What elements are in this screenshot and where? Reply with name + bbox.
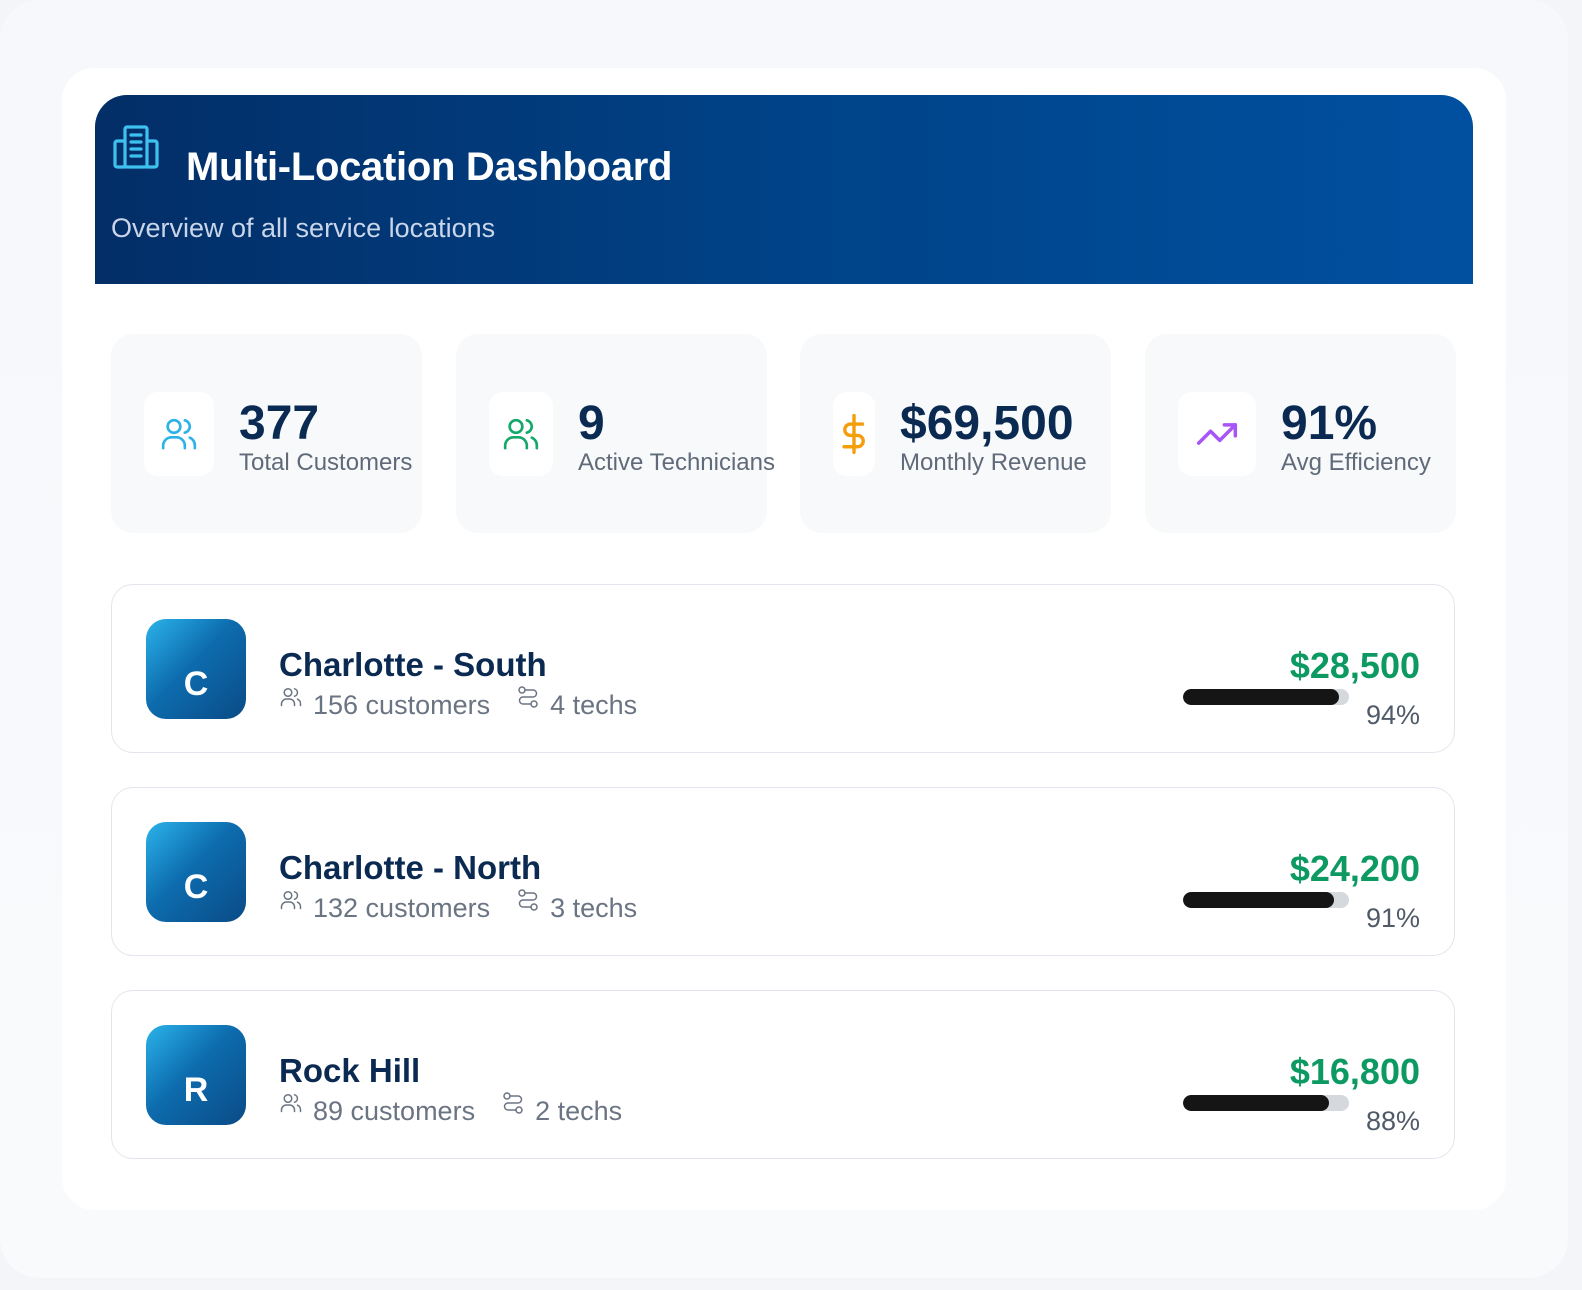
stat-label: Total Customers bbox=[239, 449, 413, 476]
customer-count-text: 89 customers bbox=[313, 1096, 476, 1126]
location-revenue: $24,200 bbox=[1289, 848, 1420, 889]
stat-card-monthly-revenue: $69,500 Monthly Revenue bbox=[800, 334, 1111, 533]
efficiency-percent: 91% bbox=[1365, 903, 1420, 933]
stat-label: Active Technicians bbox=[578, 449, 775, 476]
location-card[interactable]: C Charlotte - North 132 customers 3 tech… bbox=[111, 787, 1455, 956]
customer-count: 89 customers bbox=[279, 1091, 475, 1131]
building-icon bbox=[113, 125, 159, 169]
tech-count: 2 techs bbox=[501, 1091, 622, 1131]
stat-label: Avg Efficiency bbox=[1281, 449, 1431, 476]
users-icon bbox=[503, 418, 539, 450]
users-icon bbox=[161, 418, 197, 450]
page-title: Multi-Location Dashboard bbox=[186, 145, 673, 189]
page-subtitle: Overview of all service locations bbox=[111, 213, 496, 243]
stat-card-total-customers: 377 Total Customers bbox=[111, 334, 422, 533]
stat-value: $69,500 bbox=[900, 397, 1074, 450]
location-revenue: $28,500 bbox=[1289, 645, 1420, 686]
tech-count: 3 techs bbox=[516, 888, 637, 928]
stat-value: 9 bbox=[578, 397, 605, 450]
trending-up-icon bbox=[1196, 423, 1238, 445]
location-avatar: C bbox=[146, 822, 246, 922]
efficiency-bar-fill bbox=[1183, 1095, 1330, 1111]
stat-label: Monthly Revenue bbox=[900, 449, 1087, 476]
dollar-icon bbox=[842, 413, 865, 455]
tech-count-text: 4 techs bbox=[550, 690, 638, 720]
stat-icon-container bbox=[144, 392, 214, 476]
tech-count-text: 2 techs bbox=[535, 1096, 623, 1126]
efficiency-percent: 94% bbox=[1365, 700, 1420, 730]
users-icon bbox=[280, 890, 302, 910]
location-avatar: R bbox=[146, 1025, 246, 1125]
users-icon bbox=[280, 1093, 302, 1113]
stat-icon-container bbox=[489, 392, 553, 476]
stat-card-avg-efficiency: 91% Avg Efficiency bbox=[1145, 334, 1456, 533]
users-icon bbox=[280, 687, 302, 707]
stat-card-active-technicians: 9 Active Technicians bbox=[456, 334, 775, 533]
location-card[interactable]: C Charlotte - South 156 customers 4 tech… bbox=[111, 584, 1455, 753]
route-icon bbox=[518, 889, 538, 911]
efficiency-bar bbox=[1183, 892, 1349, 908]
route-icon bbox=[503, 1092, 523, 1114]
location-revenue: $16,800 bbox=[1289, 1051, 1420, 1092]
location-meta: 132 customers 3 techs bbox=[279, 884, 637, 928]
dashboard-header: Multi-Location Dashboard Overview of all… bbox=[95, 95, 1473, 284]
location-name: Charlotte - South bbox=[279, 646, 547, 683]
efficiency-bar bbox=[1183, 689, 1349, 705]
efficiency-bar bbox=[1183, 1095, 1349, 1111]
location-meta: 156 customers 4 techs bbox=[279, 681, 637, 725]
efficiency-percent: 88% bbox=[1365, 1106, 1420, 1136]
route-icon bbox=[518, 686, 538, 708]
tech-count-text: 3 techs bbox=[550, 893, 638, 923]
efficiency-bar-fill bbox=[1183, 689, 1340, 705]
stat-icon-container bbox=[1178, 392, 1256, 476]
dashboard-card: Multi-Location Dashboard Overview of all… bbox=[62, 68, 1506, 1210]
efficiency-bar-fill bbox=[1183, 892, 1335, 908]
customer-count: 156 customers bbox=[279, 685, 490, 725]
location-name: Charlotte - North bbox=[279, 849, 542, 886]
location-avatar: C bbox=[146, 619, 246, 719]
location-name: Rock Hill bbox=[279, 1052, 421, 1089]
stat-value: 91% bbox=[1281, 397, 1378, 450]
stat-value: 377 bbox=[239, 397, 320, 450]
tech-count: 4 techs bbox=[516, 685, 637, 725]
location-card[interactable]: R Rock Hill 89 customers 2 techs bbox=[111, 990, 1455, 1159]
location-meta: 89 customers 2 techs bbox=[279, 1087, 622, 1131]
stat-icon-container bbox=[833, 392, 875, 476]
customer-count-text: 156 customers bbox=[313, 690, 491, 720]
customer-count-text: 132 customers bbox=[313, 893, 491, 923]
customer-count: 132 customers bbox=[279, 888, 490, 928]
